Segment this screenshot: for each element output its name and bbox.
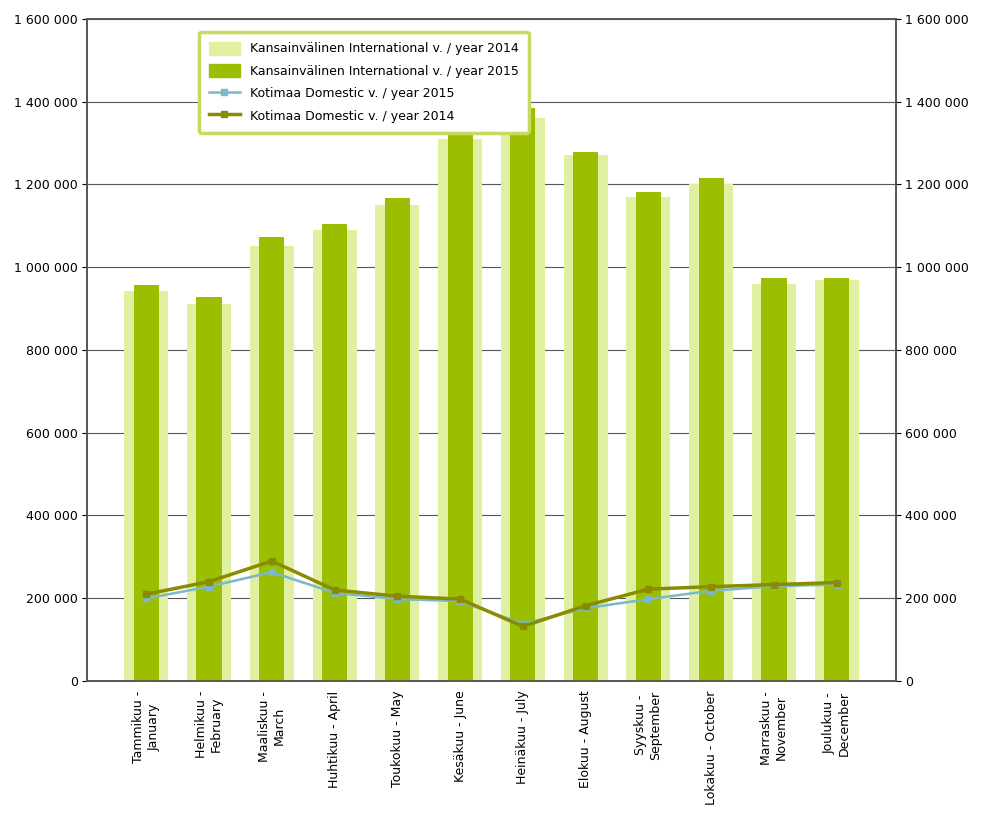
Legend: Kansainvälinen International v. / year 2014, Kansainvälinen International v. / y: Kansainvälinen International v. / year 2… <box>199 32 529 133</box>
Bar <box>187 305 231 681</box>
Bar <box>752 283 796 681</box>
Bar <box>636 192 661 681</box>
Bar <box>563 156 607 681</box>
Bar <box>197 297 221 681</box>
Bar <box>134 285 158 681</box>
Bar <box>376 205 420 681</box>
Bar <box>260 237 284 681</box>
Bar <box>573 152 599 681</box>
Bar <box>322 224 347 681</box>
Bar <box>124 291 168 681</box>
Bar <box>250 247 294 681</box>
Bar <box>762 278 786 681</box>
Bar <box>626 197 670 681</box>
Bar <box>501 118 545 681</box>
Bar <box>815 279 859 681</box>
Bar <box>384 197 410 681</box>
Bar <box>699 179 723 681</box>
Bar <box>825 278 849 681</box>
Bar <box>510 108 536 681</box>
Bar <box>447 130 473 681</box>
Bar <box>313 230 357 681</box>
Bar <box>689 184 733 681</box>
Bar <box>438 139 482 681</box>
